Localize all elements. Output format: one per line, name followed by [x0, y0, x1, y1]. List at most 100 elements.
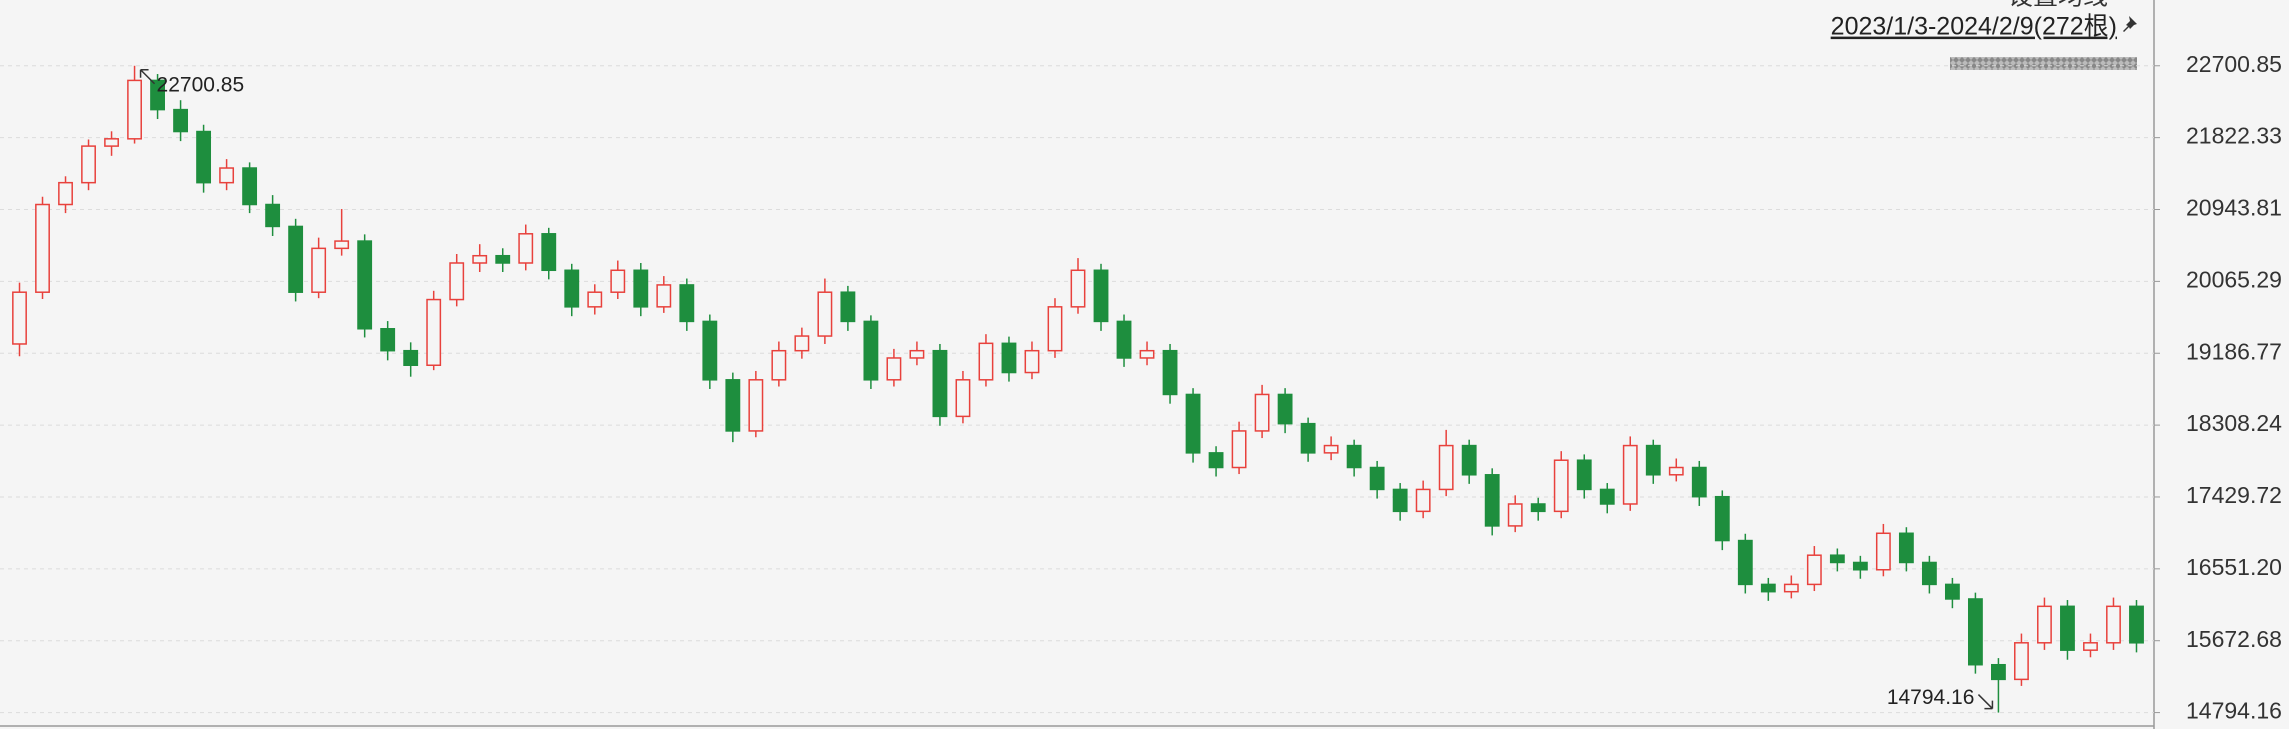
candle-body — [1116, 320, 1132, 359]
candle-body — [1576, 459, 1592, 491]
y-tick-label: 18308.24 — [2186, 410, 2282, 436]
candle-body — [449, 262, 465, 301]
candle-body — [748, 379, 764, 432]
candle-body — [2083, 642, 2098, 651]
candle-body — [1991, 663, 2006, 681]
candle-body — [1967, 598, 1983, 666]
candle-body — [541, 233, 557, 272]
candle-body — [2014, 642, 2029, 681]
candle-body — [794, 335, 810, 352]
candle-body — [1438, 444, 1454, 491]
candle-body — [1024, 349, 1040, 374]
candle-body — [1783, 583, 1799, 593]
candle-body — [1599, 488, 1615, 505]
candle-body — [426, 298, 442, 366]
candle-body — [702, 320, 718, 381]
y-tick-label: 14794.16 — [2186, 698, 2282, 724]
candle-body — [173, 108, 189, 133]
candle-body — [978, 342, 994, 381]
candle-body — [1829, 554, 1845, 564]
candle-body — [1047, 306, 1063, 352]
y-tick-label: 16551.20 — [2186, 554, 2282, 580]
candle-body — [311, 247, 327, 293]
y-tick-label: 22700.85 — [2186, 51, 2282, 77]
candle-body — [1277, 393, 1293, 425]
candle-body — [656, 284, 672, 308]
candle-body — [1369, 466, 1385, 491]
candle-body — [886, 357, 902, 381]
y-tick-label: 15672.68 — [2186, 626, 2282, 652]
y-tick-label: 20065.29 — [2186, 266, 2282, 292]
candle-body — [1254, 393, 1270, 432]
candle-body — [242, 167, 258, 206]
candle-body — [1898, 532, 1914, 564]
candle-body — [288, 225, 304, 293]
candle-body — [1668, 466, 1684, 476]
candle-body — [495, 254, 511, 264]
candle-body — [1208, 452, 1224, 469]
candle-body — [955, 379, 971, 418]
candle-body — [1162, 349, 1178, 396]
candle-body — [1507, 503, 1523, 527]
candle-body — [1530, 503, 1546, 513]
candle-body — [1806, 554, 1822, 586]
candle-body — [380, 328, 396, 352]
candle-body — [1760, 583, 1776, 593]
candle-body — [472, 254, 488, 264]
candle-body — [633, 269, 649, 308]
candle-body — [357, 240, 373, 330]
candle-body — [1300, 422, 1316, 454]
candle-body — [1001, 342, 1017, 374]
y-tick-label: 19186.77 — [2186, 338, 2282, 364]
candle-body — [150, 79, 165, 111]
y-tick-label: 21822.33 — [2186, 123, 2282, 149]
candle-body — [334, 240, 350, 250]
candle-body — [1070, 269, 1086, 308]
candle-body — [1323, 444, 1339, 454]
candle-body — [1392, 488, 1408, 513]
candle-body — [1944, 583, 1960, 600]
candle-body — [403, 349, 419, 366]
candle-body — [1231, 430, 1247, 469]
candle-body — [1185, 393, 1201, 454]
candle-body — [679, 284, 695, 323]
candle-body — [104, 138, 119, 147]
candle-body — [1622, 444, 1638, 505]
candle-body — [1415, 488, 1431, 513]
candle-body — [2037, 605, 2052, 644]
candle-body — [196, 130, 212, 184]
header-link[interactable]: 设置均线 — [2008, 0, 2108, 11]
candle-body — [771, 349, 787, 381]
candle-body — [518, 233, 534, 264]
candle-body — [840, 291, 856, 323]
y-tick-label: 17429.72 — [2186, 482, 2282, 508]
range-label[interactable]: 2023/1/3-2024/2/9(272根) — [1831, 13, 2117, 41]
candle-body — [1714, 495, 1730, 542]
candle-body — [725, 379, 741, 432]
candle-body — [610, 269, 626, 293]
candle-body — [2060, 605, 2075, 651]
candle-body — [909, 349, 925, 359]
candle-body — [127, 79, 142, 140]
candle-body — [12, 291, 27, 345]
candle-body — [58, 181, 73, 206]
candle-body — [1461, 444, 1477, 476]
candle-body — [1093, 269, 1109, 323]
min-annotation: 14794.16 — [1887, 686, 1975, 709]
candle-body — [932, 349, 948, 418]
candle-body — [1875, 532, 1891, 571]
y-tick-label: 20943.81 — [2186, 195, 2282, 221]
candle-body — [2106, 605, 2121, 644]
candle-body — [1645, 444, 1661, 476]
candle-body — [265, 203, 281, 228]
candle-body — [81, 145, 96, 184]
candle-body — [817, 291, 833, 337]
annotation-arrow — [139, 69, 156, 85]
ma-legend-bar — [1950, 57, 2137, 70]
candle-body — [1921, 561, 1937, 586]
candle-body — [1691, 466, 1707, 498]
max-annotation: 22700.85 — [157, 73, 245, 96]
pin-icon[interactable] — [2123, 16, 2137, 32]
